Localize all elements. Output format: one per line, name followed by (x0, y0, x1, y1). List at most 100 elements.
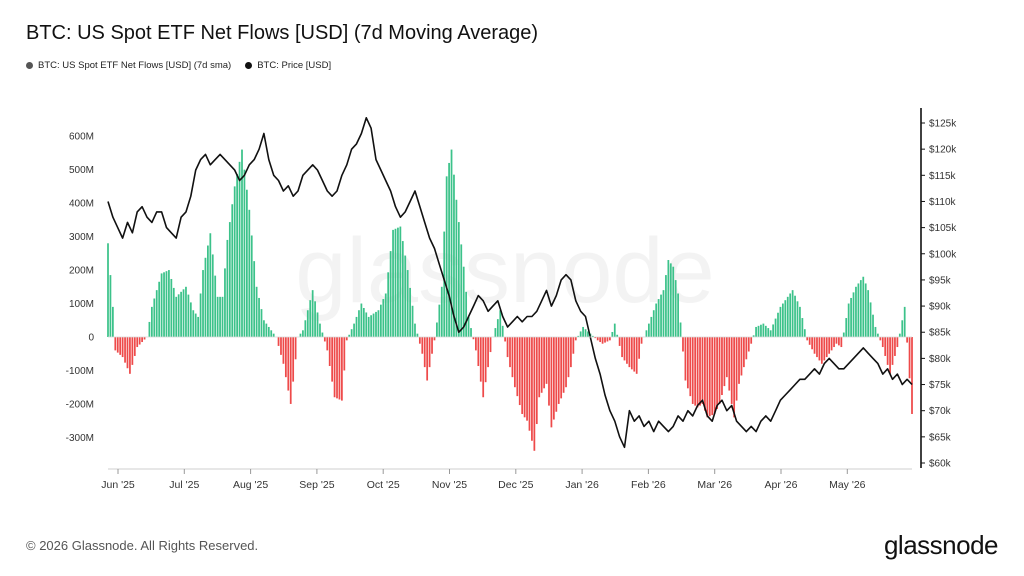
flow-bar (111, 306, 114, 337)
flow-bar (360, 303, 363, 337)
flow-bar (131, 337, 134, 365)
flow-bar (523, 337, 526, 418)
flow-bar (141, 337, 143, 343)
flow-bar (362, 307, 365, 337)
flow-bar (896, 337, 899, 348)
watermark: glassnode (295, 220, 714, 322)
flow-bar (845, 318, 848, 337)
flow-bar (616, 334, 619, 337)
flow-bar (689, 337, 692, 397)
flow-bar (794, 295, 796, 337)
flow-bar (197, 316, 200, 337)
flow-bar (796, 301, 799, 337)
flow-bar (660, 294, 662, 337)
flow-bar (372, 313, 375, 337)
flow-bar (901, 320, 904, 337)
flow-bar (487, 337, 489, 368)
flow-bar (669, 263, 672, 337)
flow-bar (777, 312, 779, 337)
flow-bar (803, 329, 806, 337)
flow-bar (394, 228, 397, 337)
right-tick-label: $65k (929, 432, 952, 443)
flow-bar (231, 204, 234, 337)
legend-label-price: BTC: Price [USD] (257, 60, 332, 71)
flow-bar (406, 270, 409, 337)
legend-item-price[interactable]: BTC: Price [USD] (245, 60, 331, 71)
flow-bar (370, 315, 373, 337)
right-tick-label: $70k (929, 406, 952, 417)
flow-bar (124, 337, 126, 363)
flow-bar (911, 337, 913, 414)
flow-bar (443, 231, 446, 337)
flow-bar (472, 337, 475, 340)
flow-bar (779, 306, 782, 337)
flow-bar (180, 291, 182, 337)
flow-bar (818, 337, 821, 361)
flow-bar (155, 290, 158, 337)
flow-bar (784, 300, 787, 337)
flow-bar (421, 337, 424, 354)
left-tick-label: 500M (69, 165, 94, 176)
x-tick-label: Jul '25 (169, 479, 199, 491)
flow-bar (294, 337, 297, 360)
left-tick-label: -100M (66, 366, 94, 377)
flow-bar (543, 337, 545, 389)
flow-bar (470, 328, 472, 337)
flow-bar (691, 337, 694, 404)
flow-bar (713, 337, 716, 414)
flow-bar (665, 275, 667, 337)
flow-bar (416, 333, 419, 337)
flow-bar (684, 337, 687, 381)
x-tick-label: Apr '26 (765, 479, 798, 491)
right-tick-label: $60k (929, 459, 952, 470)
flow-bar (855, 286, 857, 337)
left-tick-label: 200M (69, 266, 94, 277)
flow-bar (302, 330, 304, 337)
flow-bar (133, 337, 136, 356)
flow-bar (562, 337, 565, 393)
flow-bar (214, 275, 217, 337)
x-tick-label: May '26 (829, 479, 866, 491)
flow-bar (277, 337, 280, 346)
flow-bar (840, 337, 843, 348)
flow-bar (343, 337, 346, 371)
flow-bar (513, 337, 516, 388)
flow-bar (696, 337, 699, 408)
flow-bar (891, 337, 894, 365)
flow-bar (635, 337, 638, 374)
flow-bar (774, 318, 777, 337)
flow-bar (426, 337, 429, 381)
flow-bar (701, 337, 704, 404)
flow-bar (350, 329, 353, 337)
glassnode-logo[interactable]: glassnode (883, 530, 999, 560)
flow-bar (738, 337, 740, 384)
flow-bar (764, 325, 767, 337)
flow-bar (282, 337, 285, 364)
flow-bar (833, 337, 835, 348)
flow-bar (255, 286, 258, 337)
flow-bar (484, 337, 487, 383)
flow-bar (557, 337, 560, 404)
flow-bar (613, 323, 616, 337)
flow-bar (718, 337, 721, 404)
legend-item-flows[interactable]: BTC: US Spot ETF Net Flows [USD] (7d sma… (26, 60, 231, 71)
flow-bar (428, 337, 431, 368)
flow-bar (221, 296, 224, 337)
flow-bar (453, 174, 455, 337)
flow-bar (253, 261, 256, 337)
flow-bar (338, 337, 341, 400)
flow-bar (316, 312, 319, 337)
flow-bar (757, 325, 760, 337)
flow-bar (389, 251, 392, 337)
flow-bar (289, 337, 292, 404)
right-tick-label: $85k (929, 328, 952, 339)
flow-bar (445, 176, 448, 337)
x-tick-label: Feb '26 (631, 479, 666, 491)
flow-bar (280, 337, 282, 355)
flow-bar (204, 257, 207, 337)
flow-bar (842, 332, 845, 337)
flow-bar (326, 337, 329, 351)
flow-bar (511, 337, 514, 378)
flow-bar (375, 311, 377, 337)
